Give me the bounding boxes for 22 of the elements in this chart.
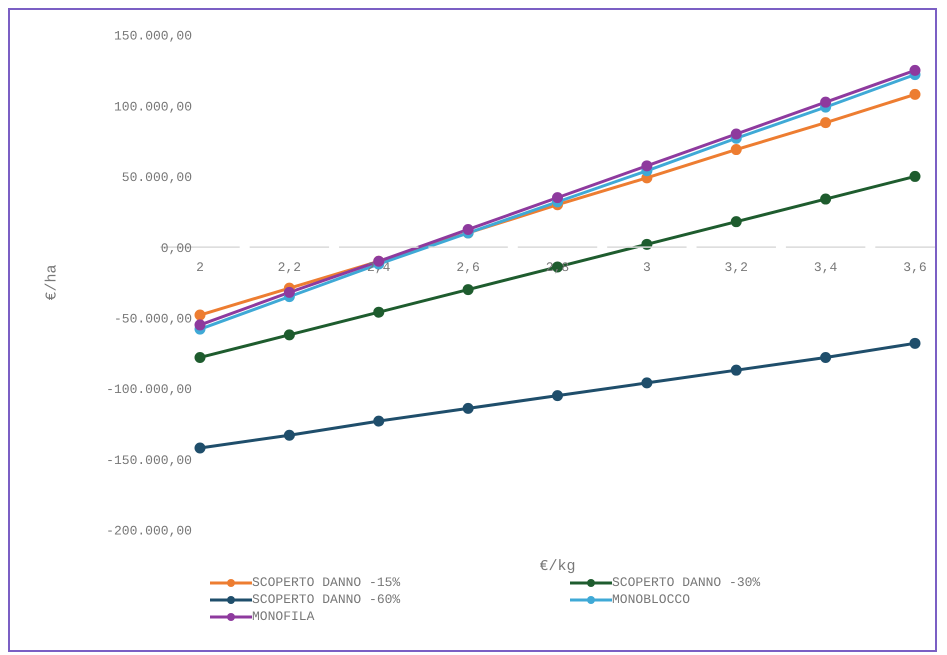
y-tick-label: -50.000,00 [114, 311, 192, 326]
x-axis-title: €/kg [539, 558, 576, 575]
y-tick-label: 100.000,00 [114, 99, 192, 114]
x-tick-label: 2,2 [278, 260, 302, 276]
x-tick-label: 2 [196, 260, 204, 276]
y-tick-label: -200.000,00 [106, 524, 192, 539]
y-tick-label: 0,00 [160, 240, 192, 256]
y-tick-label: -100.000,00 [106, 382, 192, 398]
legend-label: MONOFILA [252, 609, 314, 624]
y-tick-label: -150.000,00 [106, 452, 192, 468]
x-tick-label: 2,6 [456, 260, 480, 276]
legend-label: SCOPERTO DANNO -60% [252, 592, 400, 607]
legend-label: SCOPERTO DANNO -15% [252, 575, 400, 590]
x-tick-label: 3 [642, 260, 651, 276]
x-tick-label: 3,4 [814, 260, 838, 276]
y-axis-title: €/ha [43, 264, 60, 301]
x-tick-label: 3,2 [724, 260, 748, 276]
legend-label: SCOPERTO DANNO -30% [612, 575, 760, 590]
legend-label: MONOBLOCCO [612, 592, 690, 607]
x-tick-label: 3,6 [903, 260, 927, 276]
y-tick-label: 150.000,00 [114, 28, 192, 44]
y-tick-label: 50.000,00 [122, 170, 192, 186]
